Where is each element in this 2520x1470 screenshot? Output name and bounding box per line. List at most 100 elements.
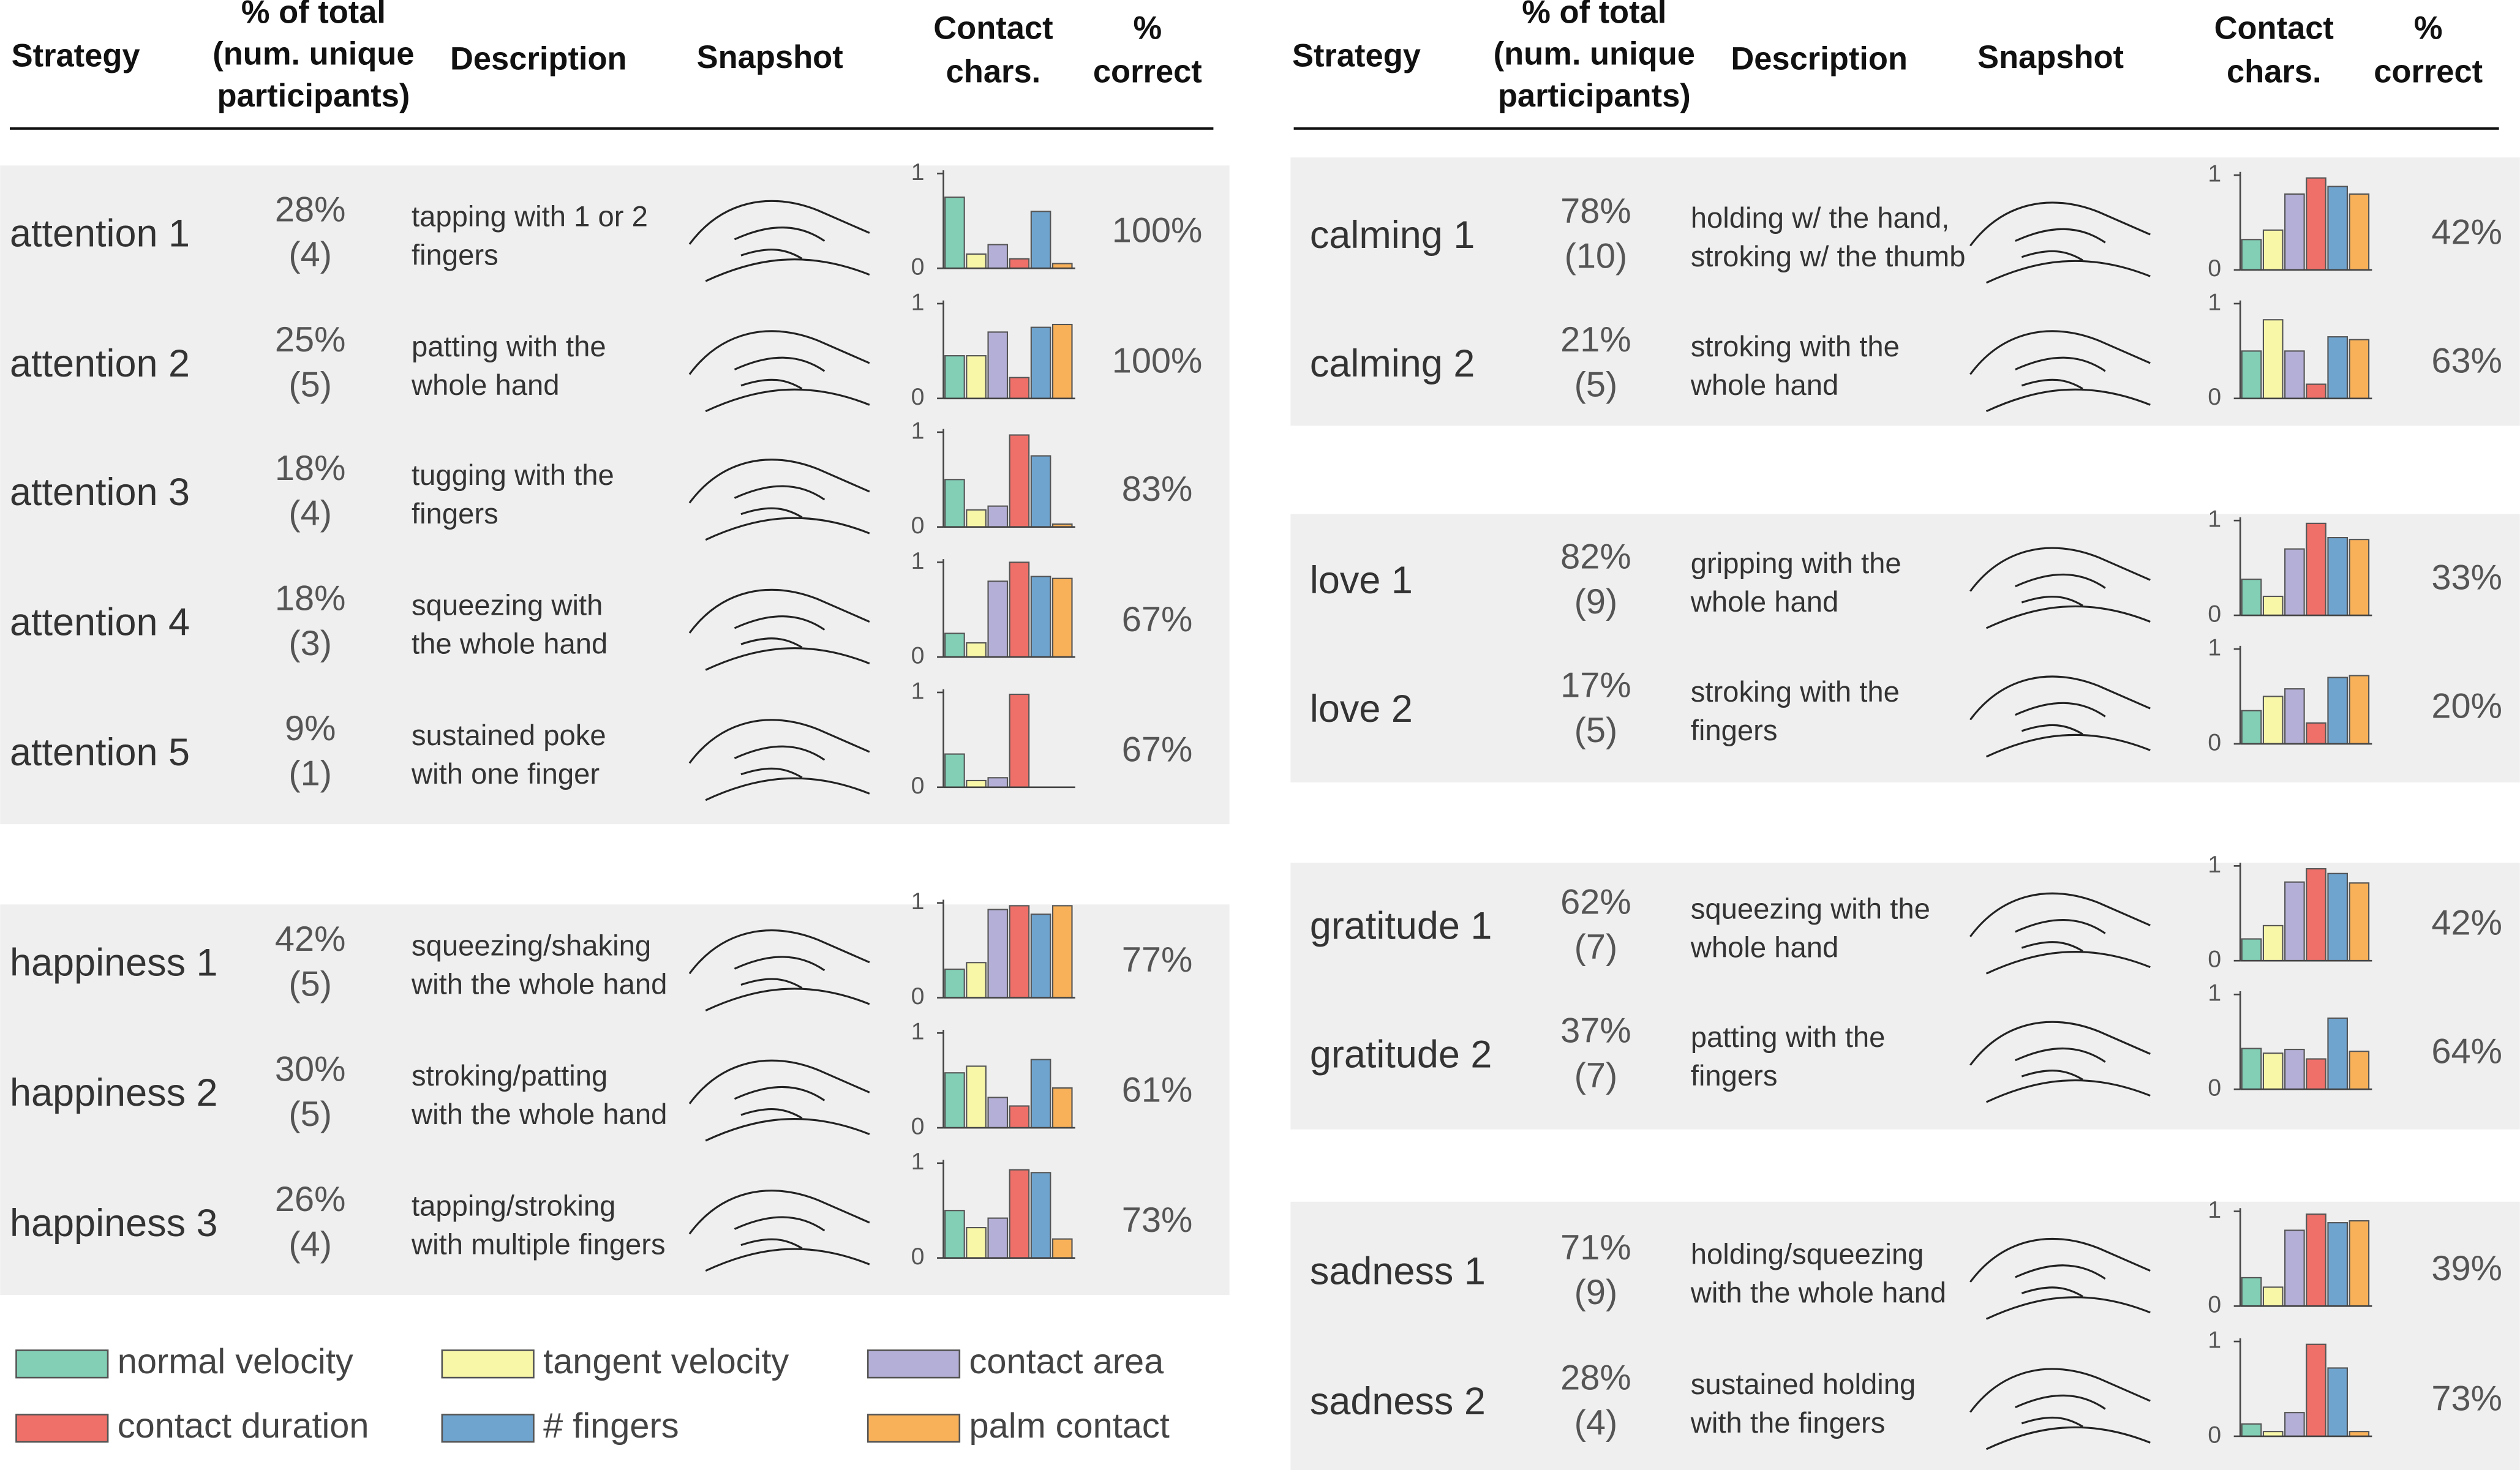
percent: 37% bbox=[1560, 1011, 1631, 1051]
bar bbox=[2284, 1412, 2305, 1437]
description: patting with the bbox=[412, 331, 606, 363]
description: whole hand bbox=[1690, 369, 1839, 402]
column-header: Description bbox=[1731, 41, 1908, 77]
y-tick-label: 1 bbox=[911, 159, 925, 186]
count: (4) bbox=[288, 494, 332, 533]
bar bbox=[944, 753, 965, 788]
count: (4) bbox=[288, 1225, 332, 1264]
y-tick-label: 0 bbox=[2208, 383, 2221, 410]
description: squeezing with bbox=[412, 589, 603, 621]
bar bbox=[1030, 1172, 1051, 1259]
bar bbox=[966, 509, 987, 528]
bar bbox=[2349, 882, 2370, 962]
snapshot bbox=[688, 459, 870, 541]
y-tick-label: 0 bbox=[2208, 1291, 2221, 1318]
description: fingers bbox=[1691, 714, 1778, 747]
description: stroking with the bbox=[1691, 331, 1900, 363]
bar bbox=[966, 1065, 987, 1129]
snapshot bbox=[1969, 1021, 2151, 1103]
description: whole hand bbox=[1690, 586, 1839, 618]
description: gripping with the bbox=[1691, 547, 1901, 580]
y-tick-label: 1 bbox=[911, 417, 925, 444]
bar bbox=[2241, 239, 2262, 271]
strategy: sadness 1 bbox=[1310, 1250, 1486, 1293]
description: tugging with the bbox=[412, 459, 614, 492]
column-header: Contact bbox=[2214, 10, 2334, 47]
description: with the whole hand bbox=[411, 1098, 667, 1131]
bar bbox=[1009, 258, 1030, 269]
y-tick-label: 0 bbox=[911, 642, 925, 669]
percent: 28% bbox=[1560, 1358, 1631, 1397]
y-tick-label: 0 bbox=[911, 1243, 925, 1270]
percent: 30% bbox=[275, 1049, 346, 1089]
bar bbox=[966, 962, 987, 999]
description: with the whole hand bbox=[411, 969, 667, 1001]
bar bbox=[1009, 905, 1030, 999]
bar bbox=[2284, 688, 2305, 744]
count: (1) bbox=[288, 754, 332, 793]
column-header: Strategy bbox=[12, 37, 140, 73]
strategy: attention 2 bbox=[10, 342, 190, 385]
column-header: participants) bbox=[217, 78, 410, 114]
snapshot bbox=[688, 588, 870, 671]
snapshot bbox=[1969, 675, 2151, 758]
bar bbox=[2349, 675, 2370, 744]
y-tick-label: 1 bbox=[911, 1018, 925, 1045]
percent: 26% bbox=[275, 1180, 346, 1219]
bar bbox=[2349, 1220, 2370, 1307]
bar bbox=[987, 1217, 1009, 1259]
strategy: happiness 1 bbox=[10, 942, 218, 984]
y-tick-label: 1 bbox=[2208, 980, 2221, 1007]
strategy: calming 2 bbox=[1310, 342, 1475, 385]
bar bbox=[2284, 1049, 2305, 1090]
bar bbox=[2349, 539, 2370, 617]
bar bbox=[1051, 1238, 1073, 1259]
column-header: (num. unique bbox=[1494, 36, 1695, 72]
description: with the whole hand bbox=[1690, 1277, 1946, 1309]
description: tapping with 1 or 2 bbox=[412, 200, 648, 233]
bar bbox=[2241, 1277, 2262, 1307]
y-tick-label: 1 bbox=[2208, 160, 2221, 187]
bar bbox=[2306, 1343, 2326, 1437]
snapshot bbox=[688, 1059, 870, 1142]
y-tick-label: 0 bbox=[2208, 600, 2221, 627]
legend-label: palm contact bbox=[969, 1406, 1170, 1446]
bar bbox=[944, 1072, 965, 1129]
count: (5) bbox=[1574, 711, 1618, 750]
column-header: % of total bbox=[241, 0, 386, 30]
count: (4) bbox=[1574, 1403, 1618, 1442]
y-tick-label: 1 bbox=[2208, 288, 2221, 315]
bar bbox=[2327, 1222, 2348, 1307]
y-tick-label: 1 bbox=[2208, 1196, 2221, 1223]
y-tick-label: 1 bbox=[911, 288, 925, 315]
strategy: attention 3 bbox=[10, 471, 190, 514]
bar bbox=[1030, 326, 1051, 399]
snapshot bbox=[688, 929, 870, 1011]
y-tick-label: 0 bbox=[2208, 255, 2221, 282]
snapshot bbox=[1969, 547, 2151, 629]
bar bbox=[2349, 1051, 2370, 1090]
bar bbox=[1051, 905, 1073, 999]
description: whole hand bbox=[411, 369, 560, 402]
bar bbox=[987, 909, 1009, 999]
description: with the fingers bbox=[1690, 1407, 1886, 1439]
y-tick-label: 0 bbox=[911, 253, 925, 280]
legend-label: contact area bbox=[969, 1342, 1165, 1381]
snapshot bbox=[1969, 892, 2151, 975]
bar bbox=[1030, 1059, 1051, 1129]
bar bbox=[2327, 677, 2348, 744]
y-tick-label: 1 bbox=[2208, 506, 2221, 533]
description: holding w/ the hand, bbox=[1691, 202, 1950, 234]
y-tick-label: 0 bbox=[2208, 946, 2221, 973]
bar bbox=[987, 331, 1009, 399]
bar bbox=[2284, 193, 2305, 271]
description: stroking w/ the thumb bbox=[1691, 241, 1966, 273]
y-tick-label: 1 bbox=[2208, 1326, 2221, 1353]
percent-correct: 67% bbox=[1122, 600, 1193, 639]
bar bbox=[2262, 595, 2284, 617]
bar bbox=[1030, 913, 1051, 999]
count: (5) bbox=[288, 366, 332, 405]
y-tick-label: 1 bbox=[911, 1148, 925, 1175]
percent-correct: 42% bbox=[2431, 212, 2502, 252]
count: (10) bbox=[1565, 237, 1628, 276]
